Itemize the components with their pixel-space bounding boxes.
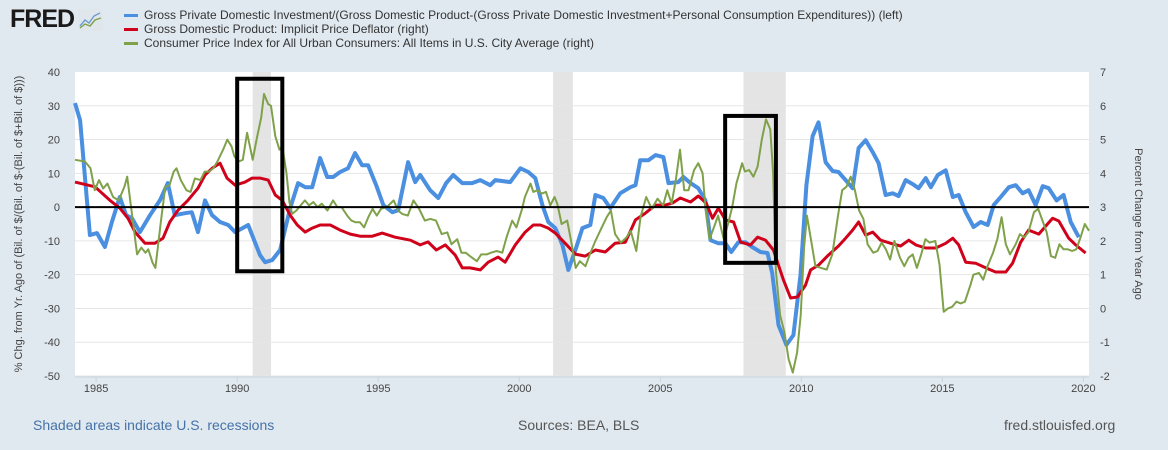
y-axis-right-title: Percent Change from Year Ago — [1132, 148, 1144, 300]
legend-label: Consumer Price Index for All Urban Consu… — [144, 36, 594, 50]
x-tick-label: 2000 — [507, 383, 531, 395]
y-right-tick-label: -2 — [1100, 371, 1110, 383]
y-right-tick-label: 2 — [1100, 236, 1106, 248]
chart-legend: Gross Private Domestic Investment/(Gross… — [124, 8, 903, 50]
legend-label: Gross Domestic Product: Implicit Price D… — [144, 22, 429, 36]
fred-logo[interactable]: FRED — [10, 5, 104, 33]
legend-item-cpi[interactable]: Consumer Price Index for All Urban Consu… — [124, 36, 903, 50]
x-tick-label: 1990 — [225, 383, 249, 395]
y-right-tick-label: 7 — [1100, 67, 1106, 79]
y-left-tick-label: 40 — [48, 67, 60, 79]
y-left-tick-label: -40 — [44, 337, 60, 349]
x-tick-label: 2010 — [789, 383, 813, 395]
y-right-tick-label: 4 — [1100, 168, 1106, 180]
y-right-tick-label: 1 — [1100, 270, 1106, 282]
y-left-tick-label: 20 — [48, 135, 60, 147]
y-axis-right: 7 6 5 4 3 2 1 0 -1 -2 — [1100, 67, 1110, 383]
gridlines — [75, 105, 1089, 377]
series-line-1[interactable] — [73, 102, 1081, 347]
y-right-tick-label: 6 — [1100, 101, 1106, 113]
y-left-tick-label: 30 — [48, 101, 60, 113]
x-tick-label: 1995 — [366, 383, 390, 395]
y-axis-left-title: % Chg. from Yr. Ago of (Bil. of $/(Bil. … — [13, 76, 25, 373]
y-left-tick-label: -10 — [44, 236, 60, 248]
highlight-boxes — [235, 76, 778, 274]
series-lines — [73, 93, 1090, 374]
y-right-tick-label: 3 — [1100, 202, 1106, 214]
highlight-box — [235, 76, 285, 274]
series-line-3[interactable] — [74, 93, 1090, 374]
y-right-tick-label: 0 — [1100, 303, 1106, 315]
y-left-tick-label: -20 — [44, 270, 60, 282]
x-tick-label: 1985 — [84, 383, 108, 395]
y-left-tick-label: -50 — [44, 371, 60, 383]
highlight-box — [723, 113, 778, 265]
x-tick-label: 2005 — [648, 383, 672, 395]
recession-band — [252, 72, 272, 376]
y-left-tick-label: 10 — [48, 168, 60, 180]
x-axis: 1985 1990 1995 2000 2005 2010 2015 2020 — [75, 376, 1096, 395]
y-left-tick-label: -30 — [44, 303, 60, 315]
x-tick-label: 2020 — [1071, 383, 1095, 395]
legend-swatch-red — [124, 27, 138, 31]
legend-label: Gross Private Domestic Investment/(Gross… — [144, 8, 903, 22]
legend-item-investment-ratio[interactable]: Gross Private Domestic Investment/(Gross… — [124, 8, 903, 22]
x-tick-label: 2015 — [930, 383, 954, 395]
plot-area — [75, 72, 1089, 376]
logo-text: FRED — [10, 5, 75, 33]
y-left-tick-label: 0 — [54, 202, 60, 214]
legend-swatch-blue — [124, 13, 138, 17]
legend-swatch-green — [124, 41, 138, 45]
y-axis-left: 40 30 20 10 0 -10 -20 -30 -40 -50 — [44, 67, 60, 383]
legend-item-gdp-deflator[interactable]: Gross Domestic Product: Implicit Price D… — [124, 22, 903, 36]
site-link[interactable]: fred.stlouisfed.org — [1004, 417, 1116, 433]
y-right-tick-label: 5 — [1100, 135, 1106, 147]
recession-note-link[interactable]: Shaded areas indicate U.S. recessions — [33, 417, 275, 433]
sources-text: Sources: BEA, BLS — [518, 417, 640, 433]
line-chart-icon — [78, 8, 104, 31]
y-right-tick-label: -1 — [1100, 337, 1110, 349]
